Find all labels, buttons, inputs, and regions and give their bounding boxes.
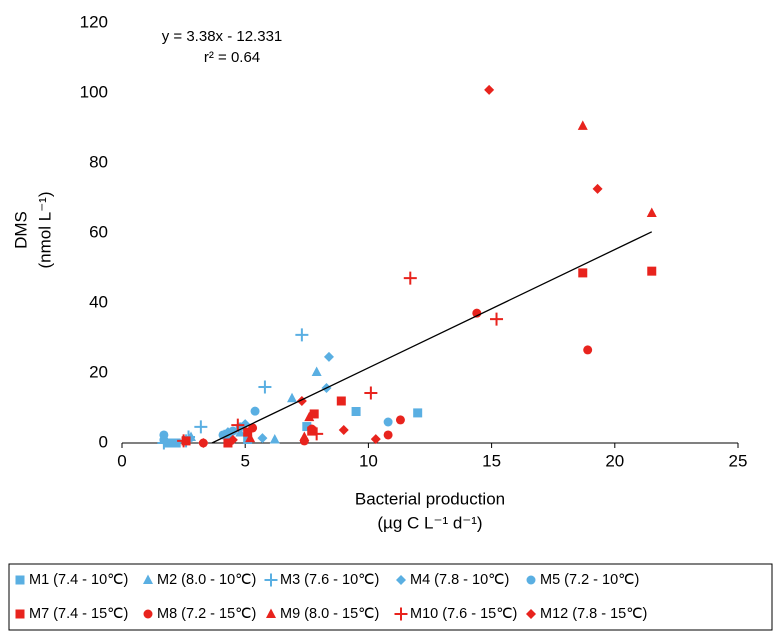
series (198, 84, 603, 448)
marker-plus (394, 607, 408, 621)
marker-diamond (484, 84, 495, 95)
marker-diamond (526, 609, 536, 619)
marker-plus (364, 386, 378, 400)
marker-triangle (143, 574, 153, 584)
marker-circle (395, 415, 405, 425)
marker-triangle (235, 427, 246, 437)
marker-plus (310, 427, 324, 441)
marker-diamond (396, 575, 406, 585)
y-tick-label: 20 (89, 362, 108, 381)
x-tick-label: 15 (482, 451, 501, 470)
r-squared: r² = 0.64 (204, 49, 260, 66)
legend-label: M3 (7.6 - 10℃) (280, 572, 379, 588)
x-tick-label: 20 (605, 451, 624, 470)
marker-square (223, 438, 233, 448)
legend-label: M10 (7.6 - 15℃) (410, 606, 517, 622)
y-axis-title: DMS (11, 211, 30, 249)
marker-triangle (311, 366, 322, 376)
marker-plus (295, 328, 309, 342)
y-tick-label: 0 (99, 432, 108, 451)
y-tick-label: 100 (80, 82, 108, 101)
marker-triangle (304, 411, 315, 422)
marker-triangle (287, 392, 298, 403)
x-tick-label: 25 (729, 451, 748, 470)
marker-square (302, 422, 312, 432)
legend-label: M8 (7.2 - 15℃) (157, 606, 256, 622)
marker-triangle (646, 207, 657, 218)
marker-circle (383, 417, 393, 427)
marker-circle (307, 424, 317, 434)
marker-circle (383, 430, 393, 440)
marker-plus (258, 380, 272, 394)
marker-plus (177, 434, 191, 448)
marker-circle (583, 345, 593, 355)
marker-plus (194, 420, 208, 434)
marker-diamond (338, 425, 349, 436)
legend-box (8, 563, 773, 631)
marker-triangle (577, 120, 588, 130)
x-tick-label: 0 (117, 451, 126, 470)
legend-label: M5 (7.2 - 10℃) (540, 572, 639, 588)
legend-label: M4 (7.8 - 10℃) (410, 572, 509, 588)
marker-square (15, 575, 25, 585)
marker-plus (403, 271, 417, 285)
x-tick-label: 10 (359, 451, 378, 470)
marker-square (171, 438, 181, 448)
marker-square (243, 427, 253, 437)
trendline (211, 231, 653, 444)
legend-label: M2 (8.0 - 10℃) (157, 572, 256, 588)
marker-plus (490, 312, 504, 326)
y-tick-label: 40 (89, 292, 108, 311)
marker-circle (526, 575, 536, 585)
marker-diamond (257, 433, 268, 444)
marker-circle (250, 406, 260, 416)
marker-square (578, 268, 588, 278)
marker-square (413, 408, 423, 418)
marker-triangle (269, 434, 280, 444)
marker-circle (248, 423, 258, 433)
series (177, 271, 504, 448)
marker-square (336, 396, 346, 406)
series (198, 308, 593, 448)
y-tick-label: 60 (89, 222, 108, 241)
y-tick-label: 80 (89, 152, 108, 171)
marker-diamond (198, 438, 209, 448)
legend-label: M7 (7.4 - 15℃) (29, 606, 128, 622)
y-axis-subtitle: (nmol L⁻¹) (35, 192, 54, 269)
marker-circle (159, 435, 169, 445)
x-axis-title: Bacterial production (355, 489, 505, 508)
legend-label: M9 (8.0 - 15℃) (280, 606, 379, 622)
marker-triangle (245, 432, 256, 443)
marker-diamond (323, 351, 334, 362)
x-tick-label: 5 (240, 451, 249, 470)
marker-triangle (266, 608, 276, 618)
x-axis-subtitle: (µg C L⁻¹ d⁻¹) (377, 513, 482, 532)
legend-label: M1 (7.4 - 10℃) (29, 572, 128, 588)
marker-diamond (370, 434, 381, 445)
marker-square (351, 407, 361, 416)
marker-triangle (299, 431, 310, 442)
series (245, 120, 657, 443)
marker-square (309, 409, 319, 419)
legend-label: M12 (7.8 - 15℃) (540, 606, 647, 622)
marker-plus (264, 573, 278, 587)
marker-square (647, 266, 657, 276)
equation: y = 3.38x - 12.331 (162, 28, 283, 45)
marker-diamond (592, 183, 603, 194)
y-tick-label: 120 (80, 12, 108, 31)
series (181, 266, 657, 448)
marker-circle (143, 609, 153, 619)
marker-diamond (227, 434, 238, 445)
marker-square (15, 609, 25, 619)
marker-plus (231, 418, 245, 432)
